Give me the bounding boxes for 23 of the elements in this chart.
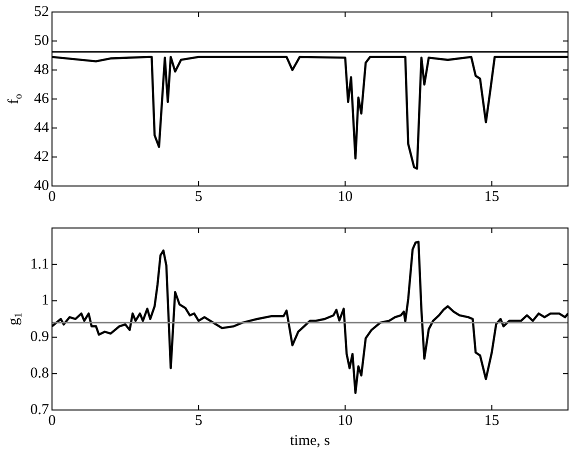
x-tick-label: 10 xyxy=(338,412,353,429)
y-tick-label: 44 xyxy=(34,120,50,136)
y-tick-label: 42 xyxy=(34,148,49,165)
y-tick-label: 52 xyxy=(34,4,49,20)
y-tick-label: 0.9 xyxy=(30,329,49,346)
x-tick-label: 0 xyxy=(48,188,56,205)
y-tick-label: 50 xyxy=(34,32,49,49)
x-tick-label: 5 xyxy=(194,188,202,205)
y-tick-label: 1.1 xyxy=(30,256,49,272)
x-tick-label: 5 xyxy=(194,412,202,429)
y-tick-label: 40 xyxy=(34,178,49,194)
y-tick-label: 1 xyxy=(42,292,49,309)
y-axis-title: g1 xyxy=(6,312,24,326)
y-tick-label: 46 xyxy=(34,90,50,107)
x-tick-label: 10 xyxy=(338,188,353,205)
y-axis-title: fo xyxy=(6,94,24,104)
y-tick-label: 0.7 xyxy=(30,402,50,418)
x-axis-title: time, s xyxy=(290,432,330,449)
x-tick-label: 15 xyxy=(484,412,500,429)
y-tick-label: 0.8 xyxy=(30,366,49,382)
x-tick-label: 0 xyxy=(48,412,56,429)
y-tick-label: 48 xyxy=(34,62,49,78)
x-tick-label: 15 xyxy=(484,188,500,205)
